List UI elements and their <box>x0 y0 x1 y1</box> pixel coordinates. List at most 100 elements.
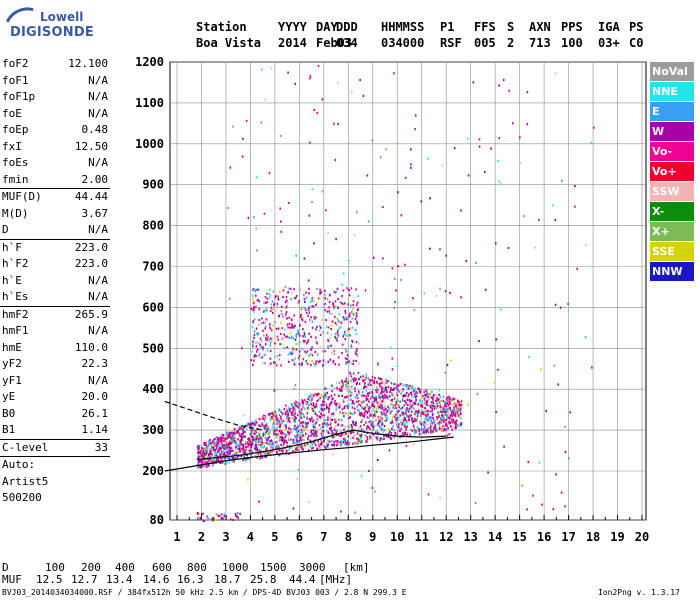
echo-point <box>249 433 252 436</box>
echo-point <box>384 396 387 399</box>
echo-point <box>280 364 282 367</box>
echo-point <box>294 324 296 327</box>
echo-point <box>431 401 433 404</box>
echo-point <box>382 412 384 415</box>
echo-point <box>276 450 278 453</box>
echo-point <box>388 395 391 398</box>
echo-point <box>302 402 305 405</box>
y-tick-label: 500 <box>142 341 164 355</box>
echo-point <box>342 441 345 444</box>
echo-point <box>389 430 391 434</box>
echo-point <box>272 418 275 421</box>
echo-point <box>308 395 311 398</box>
echo-point <box>279 332 282 336</box>
echo-point <box>352 436 354 439</box>
echo-point <box>259 457 261 460</box>
echo-point <box>372 428 375 431</box>
echo-point <box>331 384 333 387</box>
echo-point <box>398 403 400 407</box>
echo-point <box>425 394 427 397</box>
echo-point <box>219 447 222 450</box>
echo-point <box>315 316 317 319</box>
echo-point <box>426 393 428 396</box>
echo-point <box>240 427 243 430</box>
param-row: yE 20.0 <box>0 389 112 406</box>
echo-point <box>357 371 360 374</box>
echo-point <box>365 373 368 376</box>
echo-point <box>400 278 402 281</box>
echo-point <box>350 391 353 394</box>
echo-point <box>342 400 345 403</box>
echo-point <box>391 421 394 424</box>
echo-point <box>443 420 445 423</box>
echo-point <box>382 257 384 260</box>
echo-point <box>338 395 340 398</box>
echo-point <box>426 427 429 430</box>
header-value: 100 <box>561 36 583 50</box>
echo-point <box>319 288 321 291</box>
echo-point <box>385 413 387 416</box>
echo-point <box>199 464 201 468</box>
echo-point <box>336 305 339 308</box>
echo-point <box>200 512 203 516</box>
echo-point <box>205 461 208 464</box>
echo-point <box>200 459 203 462</box>
echo-point <box>344 411 347 415</box>
echo-point <box>206 464 208 467</box>
echo-point <box>552 508 555 511</box>
echo-point <box>197 456 200 459</box>
echo-point <box>340 434 342 437</box>
echo-point <box>245 119 248 123</box>
echo-point <box>324 293 326 296</box>
echo-point <box>217 445 220 448</box>
echo-point <box>287 431 289 434</box>
echo-point <box>215 519 217 522</box>
echo-point <box>368 400 370 403</box>
echo-point <box>363 394 366 398</box>
echo-point <box>397 418 400 421</box>
echo-point <box>253 447 256 450</box>
echo-point <box>297 440 300 443</box>
echo-point <box>344 396 346 399</box>
echo-point <box>442 415 444 418</box>
echo-point <box>245 424 248 427</box>
echo-point <box>540 368 542 371</box>
echo-point <box>350 379 352 382</box>
echo-point <box>423 398 426 401</box>
echo-point <box>309 419 312 422</box>
echo-point <box>282 412 284 415</box>
x-tick-label: 8 <box>345 530 352 544</box>
echo-point <box>433 422 436 425</box>
echo-point <box>559 306 562 309</box>
echo-point <box>308 305 311 308</box>
echo-point <box>322 430 325 433</box>
echo-point <box>280 430 283 433</box>
echo-point <box>283 336 285 339</box>
echo-point <box>341 343 344 346</box>
echo-point <box>292 440 294 443</box>
echo-point <box>293 296 296 299</box>
echo-point <box>410 406 413 409</box>
echo-point <box>294 384 297 387</box>
echo-point <box>380 436 383 439</box>
param-name: fmin <box>2 172 29 186</box>
echo-point <box>216 438 219 441</box>
echo-point <box>327 439 329 442</box>
param-value: N/A <box>88 290 108 303</box>
echo-point <box>258 323 260 326</box>
echo-point <box>315 336 317 339</box>
echo-point <box>389 412 392 415</box>
echo-point <box>438 389 441 392</box>
echo-point <box>267 413 270 416</box>
footer-muf-value: 13.4 <box>106 573 133 586</box>
echo-point <box>287 291 289 294</box>
echo-point <box>323 445 326 448</box>
echo-point <box>396 398 399 401</box>
echo-point <box>308 404 310 407</box>
echo-point <box>291 323 293 326</box>
echo-point <box>403 384 406 387</box>
echo-point <box>365 440 368 443</box>
echo-point <box>362 94 365 97</box>
echo-point <box>279 207 281 210</box>
echo-point <box>301 445 304 448</box>
